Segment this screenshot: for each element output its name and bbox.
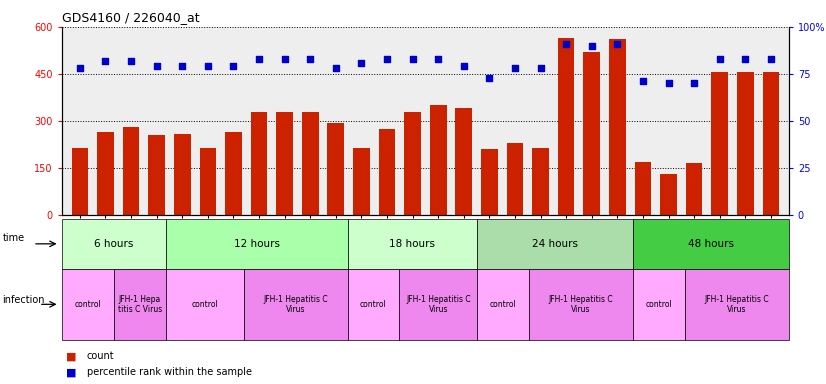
Point (227, 63, 240, 70)
Text: infection: infection (2, 295, 45, 306)
Point (150, 63, 164, 70)
Text: JFH-1 Hepatitis C
Virus: JFH-1 Hepatitis C Virus (705, 295, 769, 314)
Text: control: control (490, 300, 516, 309)
Point (482, 74, 496, 81)
Bar (200, 147, 216, 215)
Text: count: count (87, 351, 114, 361)
Text: percentile rank within the sample: percentile rank within the sample (87, 367, 252, 377)
Bar (251, 112, 268, 215)
Point (559, 41, 572, 47)
Bar (123, 127, 140, 215)
Point (381, 56, 394, 62)
Bar (455, 108, 472, 215)
Point (508, 65, 521, 71)
Bar (660, 174, 676, 215)
Bar (686, 163, 702, 215)
Bar (634, 162, 651, 215)
Point (534, 65, 547, 71)
Point (406, 56, 420, 62)
Point (636, 78, 649, 84)
Text: 48 hours: 48 hours (688, 239, 734, 249)
Point (330, 65, 343, 71)
Bar (532, 147, 549, 215)
Bar (558, 38, 574, 215)
Point (713, 56, 726, 62)
Bar (711, 72, 728, 215)
Text: JFH-1 Hepatitis C
Virus: JFH-1 Hepatitis C Virus (263, 295, 328, 314)
Point (202, 63, 215, 70)
Point (610, 41, 624, 47)
Bar (762, 72, 779, 215)
Point (99, 58, 112, 64)
Point (457, 63, 470, 70)
Bar (737, 72, 753, 215)
Text: 6 hours: 6 hours (94, 239, 134, 249)
Bar (327, 122, 344, 215)
Bar (277, 112, 293, 215)
Text: control: control (192, 300, 218, 309)
Text: 24 hours: 24 hours (532, 239, 578, 249)
Point (253, 56, 266, 62)
Point (304, 56, 317, 62)
Point (355, 60, 368, 66)
Text: JFH-1 Hepa
titis C Virus: JFH-1 Hepa titis C Virus (117, 295, 162, 314)
Bar (301, 112, 319, 215)
Point (764, 56, 777, 62)
Bar (174, 134, 191, 215)
Point (431, 56, 444, 62)
Text: 18 hours: 18 hours (389, 239, 435, 249)
Bar (481, 149, 498, 215)
Point (278, 56, 292, 62)
Point (125, 58, 138, 64)
Bar (430, 105, 447, 215)
Bar (149, 135, 165, 215)
Bar (378, 129, 396, 215)
Bar (353, 147, 370, 215)
Text: 12 hours: 12 hours (234, 239, 280, 249)
Text: time: time (2, 233, 25, 243)
Bar (583, 52, 600, 215)
Bar (506, 143, 524, 215)
Text: JFH-1 Hepatitis C
Virus: JFH-1 Hepatitis C Virus (548, 295, 614, 314)
Text: control: control (646, 300, 672, 309)
Text: JFH-1 Hepatitis C
Virus: JFH-1 Hepatitis C Virus (406, 295, 471, 314)
Point (74, 65, 87, 71)
Bar (404, 112, 421, 215)
Bar (72, 147, 88, 215)
Point (738, 56, 752, 62)
Text: ■: ■ (66, 351, 77, 361)
Bar (609, 40, 625, 215)
Point (176, 63, 189, 70)
Point (662, 80, 675, 86)
Text: control: control (74, 300, 102, 309)
Text: control: control (360, 300, 387, 309)
Text: ■: ■ (66, 367, 77, 377)
Point (585, 43, 598, 49)
Bar (225, 132, 242, 215)
Text: GDS4160 / 226040_at: GDS4160 / 226040_at (62, 12, 200, 25)
Point (687, 80, 700, 86)
Bar (97, 132, 114, 215)
